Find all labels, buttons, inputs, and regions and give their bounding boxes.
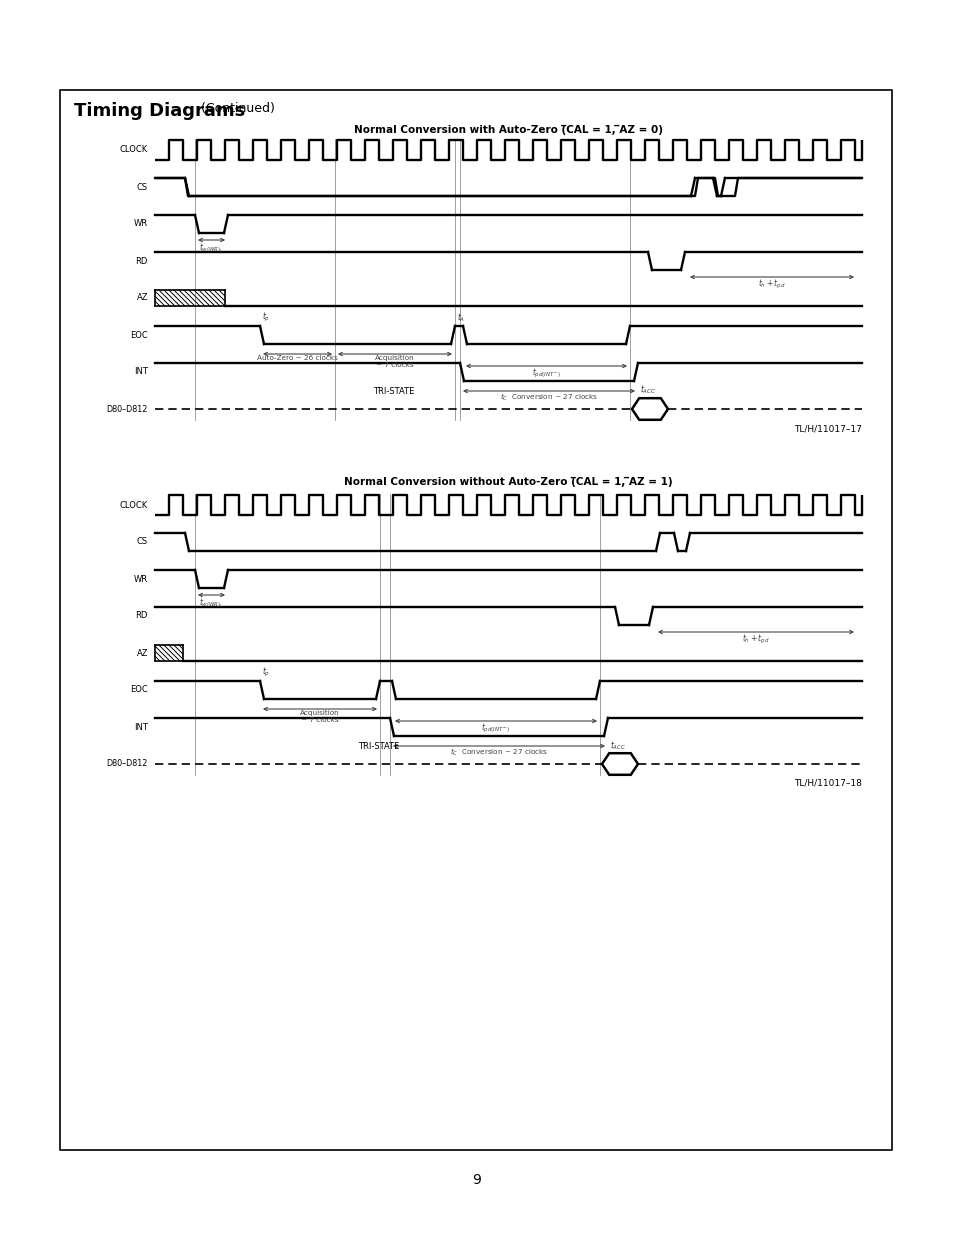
Text: TRI-STATE: TRI-STATE bbox=[373, 387, 414, 396]
Text: TL/H/11017–18: TL/H/11017–18 bbox=[793, 779, 862, 788]
Text: $t_{pd(INT^-)}$: $t_{pd(INT^-)}$ bbox=[531, 367, 560, 380]
Text: D80–D812: D80–D812 bbox=[107, 405, 148, 414]
Text: RD: RD bbox=[135, 611, 148, 620]
Text: $t_{w(WR)_L}$: $t_{w(WR)_L}$ bbox=[199, 597, 224, 610]
Text: CLOCK: CLOCK bbox=[120, 500, 148, 510]
Text: TL/H/11017–17: TL/H/11017–17 bbox=[793, 424, 862, 433]
Polygon shape bbox=[601, 753, 638, 774]
Text: $t_C$  Conversion ~ 27 clocks: $t_C$ Conversion ~ 27 clocks bbox=[450, 747, 547, 758]
Text: EOC: EOC bbox=[131, 331, 148, 340]
Text: WR: WR bbox=[133, 574, 148, 583]
Text: $t_{ACC}$: $t_{ACC}$ bbox=[609, 739, 625, 752]
Text: CS: CS bbox=[136, 183, 148, 191]
Text: Acquisition
~ 7 clocks: Acquisition ~ 7 clocks bbox=[300, 710, 339, 722]
Text: $t_p$: $t_p$ bbox=[262, 311, 270, 324]
Text: CLOCK: CLOCK bbox=[120, 146, 148, 154]
Text: 9: 9 bbox=[472, 1173, 481, 1187]
Text: $t_p$: $t_p$ bbox=[262, 666, 270, 679]
Text: Acquisition
~ 7 clocks: Acquisition ~ 7 clocks bbox=[375, 354, 415, 368]
Text: Normal Conversion without Auto-Zero (̅CAL = 1, ̅AZ = 1): Normal Conversion without Auto-Zero (̅CA… bbox=[344, 477, 672, 487]
Text: Normal Conversion with Auto-Zero (̅CAL = 1, ̅AZ = 0): Normal Conversion with Auto-Zero (̅CAL =… bbox=[354, 125, 662, 135]
Text: $t_A$: $t_A$ bbox=[456, 311, 465, 324]
Polygon shape bbox=[631, 398, 667, 420]
Text: CS: CS bbox=[136, 537, 148, 547]
Text: INT: INT bbox=[134, 368, 148, 377]
Text: Auto-Zero ~ 26 clocks: Auto-Zero ~ 26 clocks bbox=[256, 354, 337, 361]
Text: Timing Diagrams: Timing Diagrams bbox=[74, 103, 245, 120]
Text: $t_{pd(INT^-)}$: $t_{pd(INT^-)}$ bbox=[480, 722, 510, 735]
Text: $t_{w(WR)_L}$: $t_{w(WR)_L}$ bbox=[199, 241, 224, 254]
Text: $t_{ACC}$: $t_{ACC}$ bbox=[639, 384, 656, 396]
Text: INT: INT bbox=[134, 722, 148, 731]
Bar bbox=[60, 90, 891, 1150]
Text: EOC: EOC bbox=[131, 685, 148, 694]
Text: RD: RD bbox=[135, 257, 148, 266]
Text: AZ: AZ bbox=[136, 294, 148, 303]
Text: AZ: AZ bbox=[136, 648, 148, 657]
Text: $t_h + t_{pd}$: $t_h + t_{pd}$ bbox=[741, 634, 769, 646]
Text: (Continued): (Continued) bbox=[196, 103, 274, 115]
Text: TRI-STATE: TRI-STATE bbox=[357, 742, 398, 751]
Text: WR: WR bbox=[133, 220, 148, 228]
Text: $t_C$  Conversion ~ 27 clocks: $t_C$ Conversion ~ 27 clocks bbox=[499, 391, 598, 403]
Text: D80–D812: D80–D812 bbox=[107, 760, 148, 768]
Text: $t_h + t_{pd}$: $t_h + t_{pd}$ bbox=[758, 278, 785, 291]
